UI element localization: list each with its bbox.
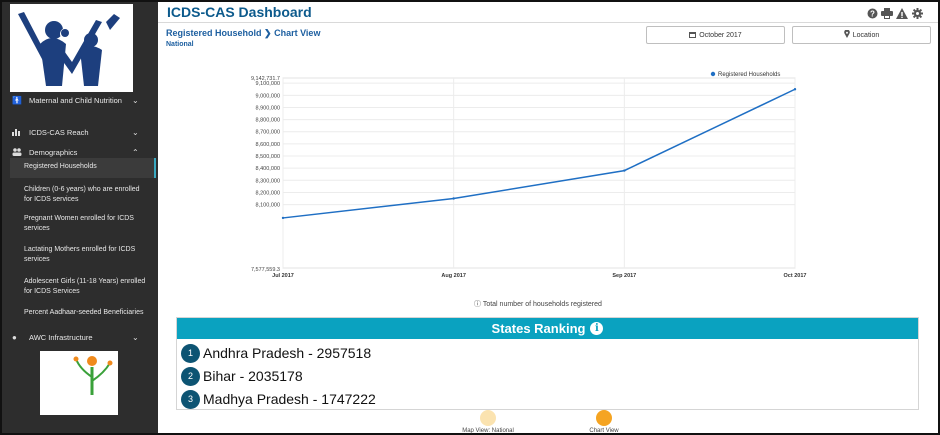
- y-tick-label: 9,000,000: [256, 93, 280, 99]
- lightbulb-icon: ●: [12, 333, 17, 342]
- rank-badge: 1: [181, 343, 200, 363]
- y-tick-label: 8,100,000: [256, 203, 280, 209]
- states-ranking-title: States Ranking: [491, 321, 586, 336]
- settings-icon[interactable]: [911, 7, 923, 19]
- header-divider: [158, 22, 938, 23]
- data-point: [452, 197, 455, 200]
- sidebar-item-label: Demographics: [29, 148, 78, 157]
- map-view-label: Map View: National: [462, 428, 514, 434]
- rank-badge: 2: [181, 366, 200, 386]
- users-icon: [12, 148, 22, 158]
- breadcrumb-view: Chart View: [274, 28, 321, 38]
- calendar-icon: [689, 31, 697, 40]
- sidebar-subitem-adolescent-girls[interactable]: Adolescent Girls (11-18 Years) enrolled …: [24, 278, 146, 295]
- registered-households-chart: 8,100,000 8,200,000 8,300,000 8,400,000 8,50…: [251, 71, 807, 279]
- breadcrumb: Registered Household ❯ Chart View: [166, 28, 320, 39]
- series-line: [282, 88, 796, 219]
- sidebar-subitem-aadhaar-seeded[interactable]: Percent Aadhaar-seeded Beneficiaries: [24, 309, 144, 316]
- chart-view-dot: [596, 410, 612, 426]
- rank-badge: 3: [181, 389, 200, 409]
- bar-chart-icon: [12, 128, 20, 138]
- y-tick-label: 8,600,000: [256, 142, 280, 148]
- ranking-row-label: Andhra Pradesh - 2957518: [203, 345, 372, 361]
- y-min-label: 7,577,559.3: [251, 267, 280, 273]
- location-filter-button[interactable]: Location: [792, 26, 931, 44]
- sidebar-subitem-children-enrolled[interactable]: Children (0-6 years) who are enrolled fo…: [24, 186, 140, 203]
- sidebar-item-label: Maternal and Child Nutrition: [29, 96, 122, 105]
- info-icon: ⓘ: [474, 301, 481, 308]
- person-icon: 🚹: [12, 96, 22, 105]
- chevron-down-icon: ⌄: [132, 128, 139, 137]
- sidebar-subitem-lactating-mothers[interactable]: Lactating Mothers enrolled for ICDS serv…: [24, 246, 136, 263]
- ranking-row: 2 Bihar - 2035178: [181, 366, 303, 386]
- y-tick-label: 8,500,000: [256, 154, 280, 160]
- states-ranking-header: States Ranking i: [177, 318, 918, 339]
- x-tick-label: Sep 2017: [612, 273, 636, 279]
- y-max-label: 9,142,731.7: [251, 76, 280, 82]
- poshan-abhiyaan-logo: [40, 351, 118, 415]
- map-marker-icon: [843, 29, 850, 40]
- legend-label: Registered Households: [718, 72, 780, 78]
- warning-icon[interactable]: [896, 7, 908, 19]
- info-icon[interactable]: i: [590, 322, 604, 335]
- breadcrumb-section[interactable]: Registered Household: [166, 28, 262, 38]
- icds-logo[interactable]: [10, 4, 133, 92]
- map-view-dot: [480, 410, 496, 426]
- sidebar-active-highlight: [10, 158, 156, 178]
- chevron-down-icon: ⌄: [132, 96, 139, 105]
- sidebar-item-label: AWC Infrastructure: [29, 333, 93, 342]
- date-filter-label: October 2017: [699, 31, 742, 39]
- chevron-down-icon: ⌄: [132, 333, 139, 342]
- chart-caption: ⓘ Total number of households registered: [474, 299, 602, 309]
- y-tick-label: 8,200,000: [256, 190, 280, 196]
- print-icon[interactable]: [881, 7, 893, 19]
- app-title: ICDS-CAS Dashboard: [167, 4, 312, 20]
- ranking-row: 1 Andhra Pradesh - 2957518: [181, 343, 371, 363]
- sidebar-item-label: ICDS-CAS Reach: [29, 128, 89, 137]
- help-icon[interactable]: ?: [866, 7, 878, 19]
- data-point: [281, 216, 285, 220]
- data-point: [623, 169, 626, 172]
- chevron-up-icon: ⌃: [132, 148, 139, 157]
- location-label: National: [166, 41, 194, 48]
- chart-caption-text: Total number of households registered: [482, 301, 602, 308]
- date-filter-button[interactable]: October 2017: [646, 26, 785, 44]
- ranking-row-label: Bihar - 2035178: [203, 368, 303, 384]
- chevron-right-icon: ❯: [264, 28, 272, 38]
- chart-view-label: Chart View: [589, 428, 619, 434]
- states-ranking-panel: States Ranking i 1 Andhra Pradesh - 2957…: [176, 317, 919, 410]
- plot-area: [282, 77, 796, 269]
- data-point: [793, 88, 797, 91]
- y-tick-label: 9,100,000: [256, 81, 280, 87]
- x-tick-label: Aug 2017: [441, 273, 465, 279]
- y-tick-label: 8,800,000: [256, 118, 280, 124]
- y-tick-label: 8,900,000: [256, 105, 280, 111]
- location-filter-label: Location: [852, 31, 880, 39]
- y-tick-label: 8,300,000: [256, 178, 280, 184]
- x-tick-label: Oct 2017: [784, 273, 807, 279]
- sidebar-subitem-registered-households[interactable]: Registered Households: [24, 163, 97, 170]
- header-actions: ?: [866, 7, 923, 19]
- legend-marker: [710, 71, 716, 77]
- y-tick-label: 8,700,000: [256, 130, 280, 136]
- map-view-toggle[interactable]: Map View: National: [455, 410, 521, 434]
- sidebar-subitem-pregnant-women[interactable]: Pregnant Women enrolled for ICDS service…: [24, 215, 134, 232]
- y-tick-label: 8,400,000: [256, 166, 280, 172]
- x-tick-label: Jul 2017: [272, 273, 294, 279]
- sidebar: 🚹 Maternal and Child Nutrition ⌄ ICDS-CA…: [2, 2, 158, 433]
- ranking-row: 3 Madhya Pradesh - 1747222: [181, 389, 376, 409]
- svg-text:?: ?: [870, 9, 875, 18]
- chart-view-toggle[interactable]: Chart View: [580, 410, 628, 434]
- ranking-row-label: Madhya Pradesh - 1747222: [203, 391, 376, 407]
